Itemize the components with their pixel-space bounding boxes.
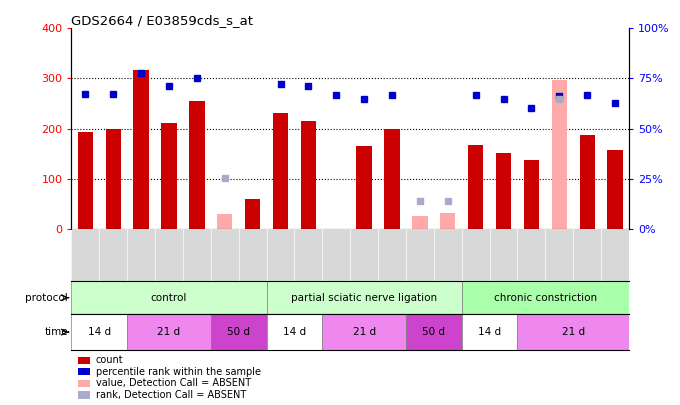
Bar <box>406 314 462 350</box>
Bar <box>189 101 205 229</box>
Text: 21 d: 21 d <box>352 327 376 337</box>
Text: 14 d: 14 d <box>283 327 306 337</box>
Bar <box>127 314 211 350</box>
Bar <box>78 132 93 229</box>
Bar <box>384 129 400 229</box>
Text: chronic constriction: chronic constriction <box>494 293 597 303</box>
Bar <box>71 314 127 350</box>
Bar <box>217 214 233 229</box>
Bar <box>524 160 539 229</box>
Bar <box>211 314 267 350</box>
Text: GDS2664 / E03859cds_s_at: GDS2664 / E03859cds_s_at <box>71 14 254 27</box>
Text: 50 d: 50 d <box>422 327 445 337</box>
Bar <box>267 281 462 314</box>
Bar <box>161 123 177 229</box>
Bar <box>273 113 288 229</box>
Bar <box>71 281 267 314</box>
Text: percentile rank within the sample: percentile rank within the sample <box>96 367 261 377</box>
Bar <box>267 314 322 350</box>
Text: count: count <box>96 355 124 365</box>
Bar <box>607 149 623 229</box>
Bar <box>462 314 517 350</box>
Bar <box>468 145 483 229</box>
Bar <box>551 80 567 229</box>
Text: rank, Detection Call = ABSENT: rank, Detection Call = ABSENT <box>96 390 246 400</box>
Bar <box>322 314 406 350</box>
Text: 21 d: 21 d <box>562 327 585 337</box>
Bar <box>462 281 629 314</box>
Text: time: time <box>44 327 68 337</box>
Bar <box>133 70 149 229</box>
Bar <box>579 134 595 229</box>
Bar <box>105 129 121 229</box>
Bar <box>356 146 372 229</box>
Bar <box>517 314 629 350</box>
Bar <box>245 199 260 229</box>
Text: 50 d: 50 d <box>227 327 250 337</box>
Text: protocol: protocol <box>25 293 68 303</box>
Bar <box>440 213 456 229</box>
Text: 14 d: 14 d <box>88 327 111 337</box>
Text: 14 d: 14 d <box>478 327 501 337</box>
Text: value, Detection Call = ABSENT: value, Detection Call = ABSENT <box>96 379 251 388</box>
Text: 21 d: 21 d <box>157 327 181 337</box>
Text: control: control <box>151 293 187 303</box>
Text: partial sciatic nerve ligation: partial sciatic nerve ligation <box>291 293 437 303</box>
Bar <box>496 153 511 229</box>
Bar <box>412 216 428 229</box>
Bar <box>301 121 316 229</box>
